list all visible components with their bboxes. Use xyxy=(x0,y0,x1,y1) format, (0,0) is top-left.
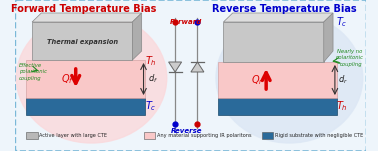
Polygon shape xyxy=(324,13,333,62)
Text: $d_r$: $d_r$ xyxy=(338,74,348,86)
Bar xyxy=(223,22,324,62)
Text: $Q_r$: $Q_r$ xyxy=(251,73,264,87)
Text: Reverse: Reverse xyxy=(170,128,202,134)
Text: $T_c$: $T_c$ xyxy=(336,15,347,29)
Polygon shape xyxy=(191,62,204,72)
Text: Any material supporting IR polaritons: Any material supporting IR polaritons xyxy=(156,133,251,138)
Text: $T_h$: $T_h$ xyxy=(146,54,157,68)
Bar xyxy=(26,98,146,115)
Text: Rigid substrate with negligible CTE: Rigid substrate with negligible CTE xyxy=(274,133,363,138)
Text: Active layer with large CTE: Active layer with large CTE xyxy=(39,133,107,138)
Bar xyxy=(144,132,155,139)
Text: $Q_f$: $Q_f$ xyxy=(61,72,74,86)
Bar xyxy=(218,62,337,98)
Text: Forward: Forward xyxy=(170,19,202,25)
Text: Reverse Temperature Bias: Reverse Temperature Bias xyxy=(212,4,357,14)
Ellipse shape xyxy=(16,13,167,143)
Text: Effective
polaritonic
coupling: Effective polaritonic coupling xyxy=(19,63,47,81)
Text: Thermal expansion: Thermal expansion xyxy=(46,39,118,45)
FancyBboxPatch shape xyxy=(15,0,367,151)
Bar xyxy=(262,132,273,139)
Text: $T_c$: $T_c$ xyxy=(146,99,157,113)
Text: Forward Temperature Bias: Forward Temperature Bias xyxy=(11,4,157,14)
Bar xyxy=(26,132,38,139)
Text: Nearly no
polaritonic
coupling: Nearly no polaritonic coupling xyxy=(335,49,363,67)
Bar xyxy=(26,60,146,98)
Text: $T_h$: $T_h$ xyxy=(336,99,348,113)
Bar xyxy=(218,98,337,115)
Bar xyxy=(32,22,132,60)
Polygon shape xyxy=(32,13,142,22)
Polygon shape xyxy=(169,62,181,72)
Text: $d_f$: $d_f$ xyxy=(148,73,158,85)
Polygon shape xyxy=(132,13,142,60)
Ellipse shape xyxy=(216,13,363,143)
Polygon shape xyxy=(223,13,333,22)
